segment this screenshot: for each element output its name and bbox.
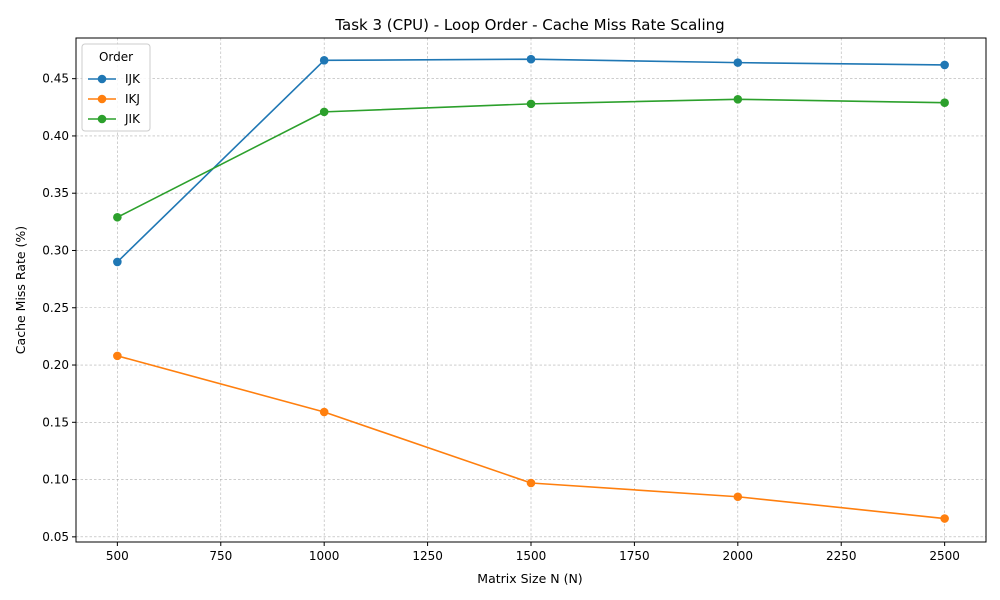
legend-entry-ijk: IJK [88, 72, 141, 86]
legend-entry-ikj: IKJ [88, 92, 140, 106]
data-point-ikj [940, 514, 949, 523]
data-point-ijk [319, 56, 329, 65]
x-tick-label: 1250 [412, 549, 443, 563]
y-tick-label: 0.30 [42, 243, 69, 257]
y-tick-label: 0.10 [42, 473, 69, 487]
data-point-ijk [526, 54, 536, 64]
chart-title: Task 3 (CPU) - Loop Order - Cache Miss R… [334, 16, 724, 34]
x-axis-label: Matrix Size N (N) [477, 571, 582, 586]
series-jik [113, 94, 949, 222]
data-point-ikj [113, 351, 122, 361]
x-tick-label: 500 [106, 549, 129, 563]
series-ijk [113, 54, 949, 267]
data-point-ijk [940, 60, 949, 70]
data-point-jik [526, 99, 536, 109]
series-ikj [113, 351, 949, 523]
y-tick-label: 0.35 [42, 186, 69, 200]
y-tick-label: 0.05 [42, 530, 69, 544]
x-tick-label: 750 [209, 549, 232, 563]
legend-title: Order [99, 50, 133, 64]
legend-swatch-marker [97, 114, 107, 124]
data-point-ikj [319, 407, 329, 417]
legend-entries: IJK IKJ JIK [88, 72, 141, 126]
grid [76, 38, 986, 542]
x-tick-label: 1750 [619, 549, 650, 563]
legend-label: IJK [125, 72, 141, 86]
x-axis-ticks: 500 750 1000 1250 1500 1750 2000 2250 2500 [106, 542, 960, 563]
y-tick-label: 0.40 [42, 129, 69, 143]
x-tick-label: 2000 [723, 549, 754, 563]
y-tick-label: 0.45 [42, 72, 69, 86]
data-point-ijk [733, 58, 743, 67]
data-point-jik [113, 212, 122, 222]
legend: Order IJK IKJ JIK [81, 43, 151, 132]
legend-swatch-marker [97, 94, 107, 104]
data-point-jik [319, 107, 329, 117]
x-tick-label: 1500 [516, 549, 547, 563]
data-point-jik [733, 94, 743, 104]
y-axis-label: Cache Miss Rate (%) [13, 226, 28, 354]
legend-label: IKJ [125, 92, 140, 106]
legend-entry-jik: JIK [88, 112, 141, 126]
y-tick-label: 0.25 [42, 301, 69, 315]
legend-swatch-marker [97, 74, 107, 84]
data-point-ikj [526, 478, 536, 488]
y-tick-label: 0.15 [42, 415, 69, 429]
y-tick-label: 0.20 [42, 358, 69, 372]
data-point-ikj [733, 492, 743, 502]
x-tick-label: 1000 [309, 549, 340, 563]
y-axis-ticks: 0.05 0.10 0.15 0.20 0.25 0.30 0.35 0.40 0.45 [42, 72, 76, 544]
data-point-jik [940, 98, 949, 108]
data-point-ijk [113, 257, 122, 267]
x-tick-label: 2500 [929, 549, 960, 563]
legend-box [81, 43, 151, 132]
x-tick-label: 2250 [826, 549, 857, 563]
legend-label: JIK [124, 112, 141, 126]
series-layer [113, 54, 949, 523]
